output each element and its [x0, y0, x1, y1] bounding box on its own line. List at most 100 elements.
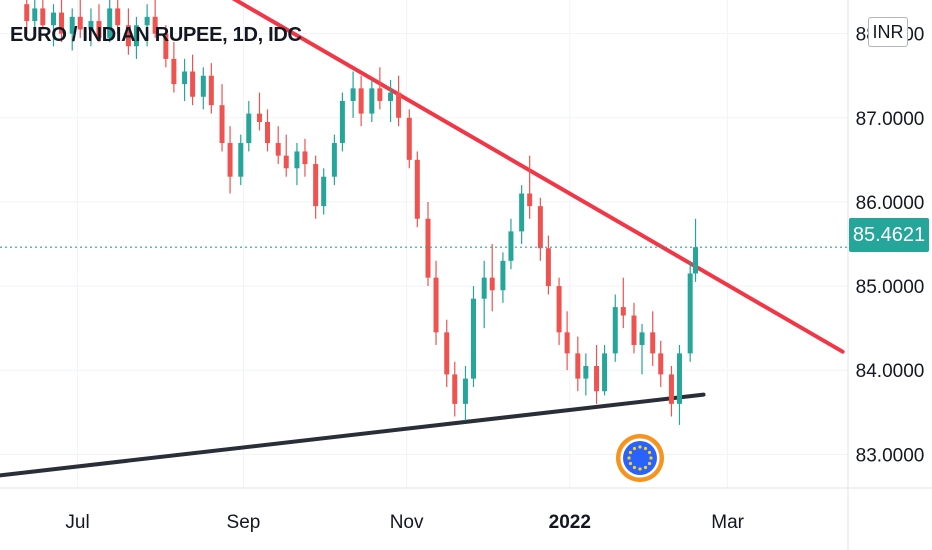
candle-body — [564, 332, 570, 354]
candle-body — [396, 92, 402, 118]
candle-body — [658, 353, 664, 375]
candle — [24, 0, 30, 34]
candle-body — [246, 113, 252, 144]
last-price-label: 85.4621 — [849, 218, 929, 252]
candle-body — [294, 151, 300, 169]
candle — [537, 197, 543, 261]
y-tick-label: 87.0000 — [856, 109, 925, 130]
candle — [639, 323, 645, 375]
candle — [500, 252, 506, 303]
candle-body — [594, 366, 600, 392]
candle — [575, 336, 581, 392]
candle-body — [133, 25, 139, 47]
candle-body — [470, 298, 476, 379]
candle-body — [163, 33, 169, 59]
candle — [69, 8, 75, 51]
flag-star — [647, 461, 652, 466]
candle — [620, 277, 626, 329]
candle — [470, 286, 476, 388]
candle — [125, 8, 131, 55]
candle — [602, 344, 608, 396]
candle — [256, 92, 262, 131]
currency-button[interactable]: INR — [868, 17, 908, 47]
candle — [527, 155, 533, 219]
candle-body — [96, 21, 102, 38]
candle — [275, 126, 281, 165]
candle — [144, 4, 150, 47]
candle-body — [227, 143, 233, 177]
candle-body — [283, 155, 289, 169]
candle-body — [631, 315, 637, 345]
candle-body — [24, 4, 30, 22]
candle-body — [219, 105, 225, 144]
candle-body — [358, 88, 364, 114]
candle-body — [321, 176, 327, 207]
candle-body — [508, 231, 514, 261]
candle-body — [208, 75, 214, 106]
flag-star — [643, 465, 648, 470]
candle — [612, 294, 618, 362]
candle-body — [575, 353, 581, 379]
candlestick-series — [24, 0, 699, 425]
x-tick-label: Jul — [65, 512, 89, 533]
candle-body — [650, 332, 656, 354]
candle-body — [115, 8, 121, 26]
candle-body — [171, 58, 177, 85]
candle — [163, 25, 169, 68]
candle — [369, 79, 375, 122]
x-tick-label: 2022 — [549, 512, 591, 533]
candle — [107, 0, 113, 43]
candle-body — [331, 143, 337, 177]
candle — [227, 126, 233, 194]
candle — [77, 0, 83, 38]
eu-flag-icon[interactable] — [616, 434, 664, 482]
candle-body — [693, 247, 699, 274]
x-tick-label: Sep — [227, 512, 261, 533]
candle-body — [545, 248, 551, 287]
candle — [687, 260, 693, 362]
candle — [51, 4, 57, 47]
candle-body — [339, 100, 345, 144]
candle-body — [190, 71, 196, 97]
flag-star — [628, 461, 633, 466]
candle — [658, 340, 664, 388]
candle — [433, 260, 439, 345]
flag-star — [632, 446, 637, 451]
candle-body — [388, 92, 394, 101]
x-axis[interactable]: Jul Sep Nov 2022 Mar — [65, 512, 744, 533]
candle — [313, 155, 319, 219]
candle — [339, 92, 345, 152]
candle — [425, 201, 431, 287]
candle — [265, 109, 271, 152]
candle-body — [519, 193, 525, 232]
candle-body — [182, 71, 188, 85]
candle — [59, 0, 65, 43]
y-tick-label: 83.0000 — [856, 445, 925, 466]
candle-body — [489, 277, 495, 291]
candle-body — [40, 8, 46, 26]
candle-body — [481, 277, 487, 299]
candle — [182, 58, 188, 101]
candle — [396, 75, 402, 127]
chart-title: EURO / INDIAN RUPEE, 1D, IDC — [10, 24, 302, 46]
y-tick-label: 85.0000 — [856, 277, 925, 298]
candle — [246, 100, 252, 152]
candle — [545, 235, 551, 295]
candle-body — [687, 273, 693, 354]
candle-body — [425, 218, 431, 278]
candle-body — [200, 75, 206, 97]
flag-star — [647, 450, 652, 455]
candle — [693, 218, 699, 282]
candle-body — [59, 12, 65, 34]
candle — [519, 185, 525, 244]
candle-body — [302, 151, 308, 165]
candle — [444, 319, 450, 388]
candle-body — [452, 374, 458, 404]
candle-body — [602, 353, 608, 392]
candle-body — [369, 88, 375, 114]
candle-body — [612, 307, 618, 354]
candle-body — [639, 332, 645, 345]
candle-body — [144, 16, 150, 26]
